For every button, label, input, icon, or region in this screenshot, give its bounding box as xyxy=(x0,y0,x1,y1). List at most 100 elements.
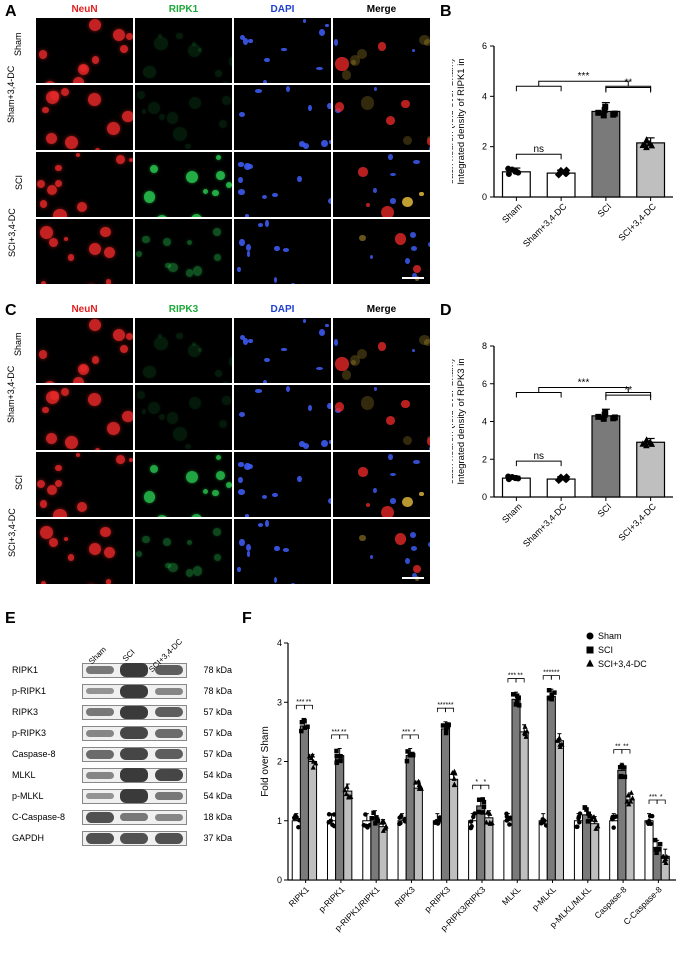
micro-image xyxy=(234,318,331,383)
wb-kda-label: 78 kDa xyxy=(187,665,232,675)
svg-text:2: 2 xyxy=(482,142,487,152)
svg-text:*: * xyxy=(475,779,478,786)
wb-bands xyxy=(82,705,187,720)
micro-row-label: SCI+3,4-DC xyxy=(7,545,17,557)
micro-image xyxy=(333,219,430,284)
micro-image xyxy=(36,318,133,383)
micro-image xyxy=(234,18,331,83)
wb-row: RIPK178 kDa xyxy=(12,660,232,680)
svg-text:SCI: SCI xyxy=(596,501,614,519)
micro-image xyxy=(135,18,232,83)
svg-text:*: * xyxy=(483,779,486,786)
panel-d-label: D xyxy=(440,302,452,320)
svg-text:***: *** xyxy=(551,670,559,677)
micro-header: Merge xyxy=(333,303,430,317)
svg-text:Sham: Sham xyxy=(500,201,524,225)
micro-image xyxy=(135,152,232,217)
wb-kda-label: 18 kDa xyxy=(187,812,232,822)
micro-image xyxy=(234,219,331,284)
wb-bands xyxy=(82,810,187,825)
micro-row-label: Sham+3,4-DC xyxy=(6,411,16,423)
svg-text:Sham: Sham xyxy=(598,631,622,641)
micro-image xyxy=(36,219,133,284)
wb-row: MLKL54 kDa xyxy=(12,765,232,785)
svg-text:**: ** xyxy=(624,385,632,396)
wb-kda-label: 37 kDa xyxy=(187,833,232,843)
svg-text:ns: ns xyxy=(533,144,544,155)
svg-text:***: *** xyxy=(332,729,340,736)
svg-text:Caspase-8: Caspase-8 xyxy=(592,884,628,920)
micro-image xyxy=(36,452,133,517)
wb-protein-label: p-RIPK3 xyxy=(12,728,82,738)
micro-header: NeuN xyxy=(36,3,133,17)
micro-row-label: SCI xyxy=(14,178,24,190)
svg-text:**: ** xyxy=(517,673,523,680)
micro-image xyxy=(234,152,331,217)
wb-protein-label: Caspase-8 xyxy=(12,749,82,759)
wb-row: p-MLKL54 kDa xyxy=(12,786,232,806)
svg-text:**: ** xyxy=(306,699,312,706)
wb-row: GAPDH 37 kDa xyxy=(12,828,232,848)
svg-text:4: 4 xyxy=(482,417,487,427)
wb-kda-label: 54 kDa xyxy=(187,770,232,780)
svg-text:***: *** xyxy=(445,702,453,709)
svg-text:6: 6 xyxy=(482,41,487,51)
svg-text:***: *** xyxy=(649,794,657,801)
svg-text:***: *** xyxy=(296,699,304,706)
wb-row: p-RIPK357 kDa xyxy=(12,723,232,743)
micro-header: DAPI xyxy=(234,303,331,317)
micro-header: RIPK1 xyxy=(135,3,232,17)
micro-image xyxy=(135,452,232,517)
wb-kda-label: 57 kDa xyxy=(187,707,232,717)
svg-text:SCI+3,4-DC: SCI+3,4-DC xyxy=(598,659,647,669)
svg-text:MLKL: MLKL xyxy=(500,884,523,907)
panel-b-label: B xyxy=(440,3,452,21)
wb-bands xyxy=(82,726,187,741)
wb-kda-label: 54 kDa xyxy=(187,791,232,801)
micro-row-label: Sham+3,4-DC xyxy=(6,111,16,123)
svg-text:6: 6 xyxy=(482,379,487,389)
svg-text:Sham+3,4-DC: Sham+3,4-DC xyxy=(521,201,569,249)
wb-protein-label: GAPDH xyxy=(12,833,82,843)
svg-text:2: 2 xyxy=(277,757,282,767)
svg-text:C-Caspase-8: C-Caspase-8 xyxy=(621,884,664,927)
micro-header: RIPK3 xyxy=(135,303,232,317)
micro-image xyxy=(333,519,430,584)
svg-text:SCI: SCI xyxy=(596,201,614,219)
panel-c-label: C xyxy=(5,302,17,320)
wb-kda-label: 78 kDa xyxy=(187,686,232,696)
svg-text:3: 3 xyxy=(277,697,282,707)
micro-image xyxy=(36,18,133,83)
micro-image xyxy=(333,318,430,383)
wb-protein-label: C-Caspase-8 xyxy=(12,812,82,822)
wb-bands xyxy=(82,684,187,699)
micro-image xyxy=(36,519,133,584)
svg-text:**: ** xyxy=(623,744,629,751)
svg-text:***: *** xyxy=(578,71,590,82)
svg-text:1: 1 xyxy=(277,816,282,826)
panel-e-label: E xyxy=(5,610,16,628)
micro-image xyxy=(333,452,430,517)
micro-image xyxy=(135,85,232,150)
micro-image xyxy=(333,18,430,83)
chart-f: ShamSCISCI+3,4-DC01234Fold over Sham****… xyxy=(258,625,680,965)
wb-bands xyxy=(82,768,187,783)
micro-image xyxy=(36,385,133,450)
micro-row-label: Sham xyxy=(13,44,23,56)
micro-row-label: SCI+3,4-DC xyxy=(7,245,17,257)
micro-row-label: Sham xyxy=(13,344,23,356)
svg-text:*: * xyxy=(413,729,416,736)
micro-image xyxy=(135,519,232,584)
svg-text:Integrated density of RIPK1 in: Integrated density of RIPK1 in xyxy=(456,58,467,184)
micro-image xyxy=(234,452,331,517)
wb-row: Caspase-857 kDa xyxy=(12,744,232,764)
svg-text:0: 0 xyxy=(277,875,282,885)
svg-text:each neuron (fold over Sham): each neuron (fold over Sham) xyxy=(452,59,456,185)
micro-image xyxy=(135,385,232,450)
svg-text:***: *** xyxy=(578,378,590,389)
micro-image xyxy=(36,152,133,217)
wb-bands xyxy=(82,663,187,678)
svg-text:***: *** xyxy=(402,729,410,736)
svg-text:Sham: Sham xyxy=(500,501,524,525)
svg-text:p-RIPK3: p-RIPK3 xyxy=(422,884,452,914)
